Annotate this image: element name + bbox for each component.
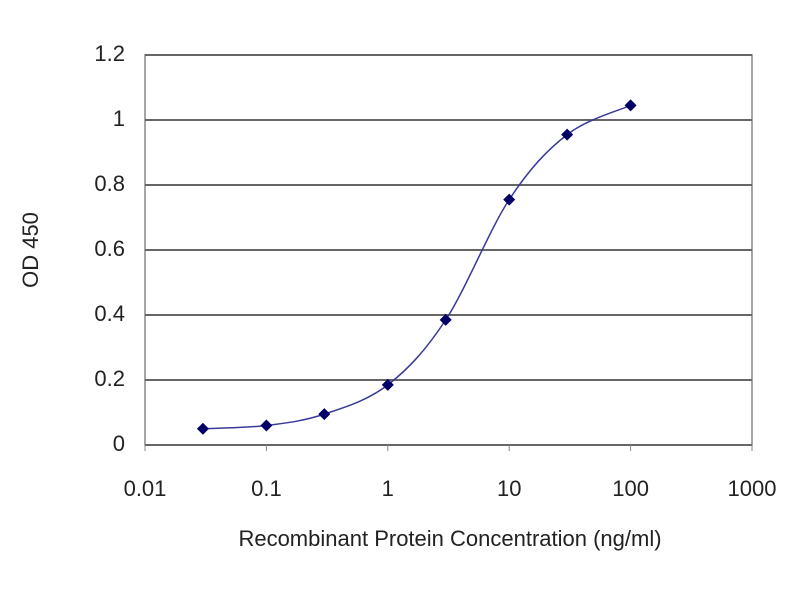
x-tick-label: 1000 <box>728 476 777 501</box>
y-axis-label: OD 450 <box>18 212 43 288</box>
y-tick-label: 1 <box>113 106 125 131</box>
point <box>439 313 452 326</box>
point <box>260 419 273 432</box>
y-tick-label: 0.4 <box>94 301 125 326</box>
y-tick-label: 0 <box>113 431 125 456</box>
x-tick-label: 100 <box>612 476 649 501</box>
point <box>561 128 574 141</box>
point <box>196 422 209 435</box>
y-tick-label: 0.2 <box>94 366 125 391</box>
fit-line <box>202 104 631 430</box>
x-tick-label: 1 <box>382 476 394 501</box>
point <box>503 193 516 206</box>
x-tick-label: 0.01 <box>124 476 167 501</box>
x-tick-label: 10 <box>497 476 521 501</box>
x-tick-label: 0.1 <box>251 476 282 501</box>
point <box>624 99 637 112</box>
y-tick-label: 1.2 <box>94 41 125 66</box>
point <box>381 378 394 391</box>
y-tick-label: 0.8 <box>94 171 125 196</box>
point <box>318 408 331 421</box>
y-tick-label: 0.6 <box>94 236 125 261</box>
x-axis-label: Recombinant Protein Concentration (ng/ml… <box>238 526 661 551</box>
